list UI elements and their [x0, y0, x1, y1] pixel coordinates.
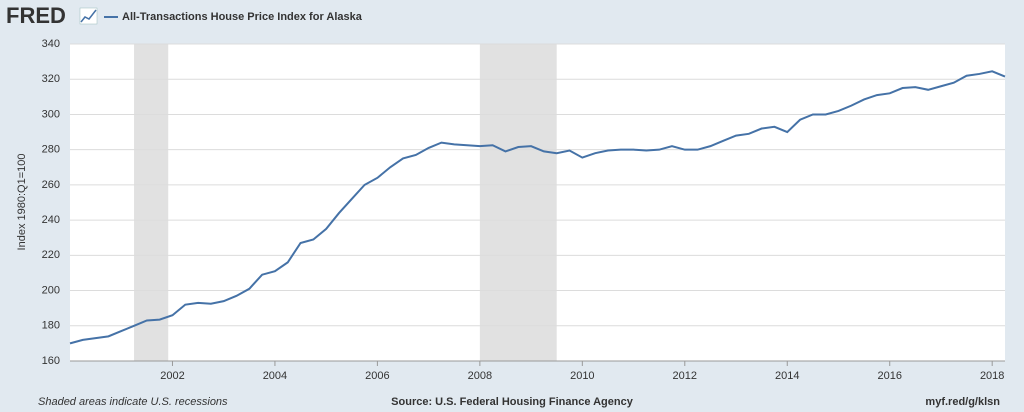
- y-tick-label: 300: [42, 108, 60, 120]
- y-tick-label: 340: [42, 38, 60, 50]
- logo: FRED: [6, 3, 66, 28]
- x-tick-label: 2018: [980, 370, 1004, 382]
- y-tick-label: 240: [42, 214, 60, 226]
- y-tick-label: 320: [42, 73, 60, 85]
- x-tick-label: 2010: [570, 370, 594, 382]
- x-tick-label: 2008: [468, 370, 492, 382]
- x-tick-label: 2016: [877, 370, 901, 382]
- x-tick-label: 2004: [263, 370, 287, 382]
- y-tick-label: 220: [42, 249, 60, 261]
- series-line: [69, 70, 1006, 345]
- x-tick-label: 2006: [365, 370, 389, 382]
- y-tick-label: 260: [42, 179, 60, 191]
- chart-title: All-Transactions House Price Index for A…: [122, 11, 363, 23]
- x-tick-label: 2002: [160, 370, 184, 382]
- footer-source: Source: U.S. Federal Housing Finance Age…: [391, 396, 634, 408]
- footer-note: Shaded areas indicate U.S. recessions: [38, 396, 228, 408]
- y-tick-label: 200: [42, 284, 60, 296]
- y-tick-label: 180: [42, 320, 60, 332]
- footer-link: myf.red/g/klsn: [925, 396, 1000, 408]
- y-axis-label: Index 1980:Q1=100: [16, 154, 28, 251]
- recession-band: [479, 44, 557, 361]
- x-tick-label: 2014: [775, 370, 799, 382]
- logo-icon: [79, 7, 98, 25]
- recession-band: [134, 44, 169, 361]
- x-tick-label: 2012: [673, 370, 697, 382]
- y-tick-label: 160: [42, 355, 60, 367]
- y-tick-label: 280: [42, 144, 60, 156]
